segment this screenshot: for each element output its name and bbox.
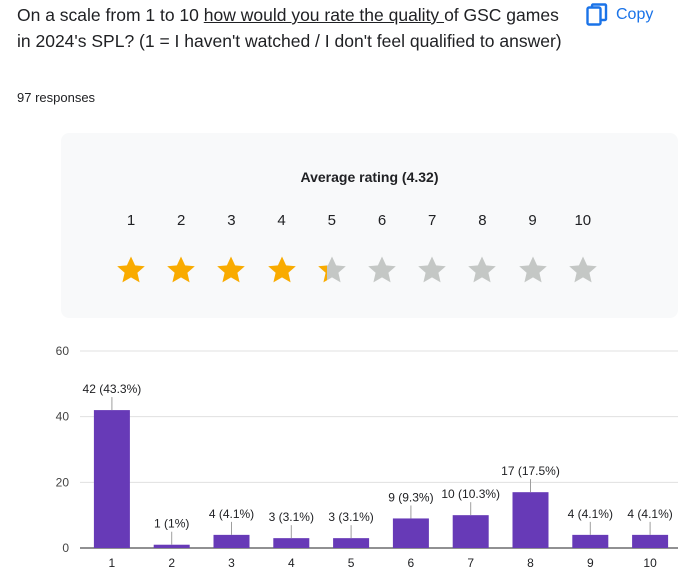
copy-button-label: Copy [616,6,654,23]
rating-scale-label-2: 2 [177,212,186,229]
rating-scale-label-3: 3 [227,212,236,229]
rating-scale-label-9: 9 [528,212,537,229]
data-label: 10 (10.3%) [441,487,500,501]
rating-scale-label-10: 10 [574,212,592,229]
y-tick-label: 0 [62,541,69,555]
star-icon [468,256,497,283]
average-rating-card: Average rating (4.32) 1 2 3 4 5 6 7 8 9 10 [61,133,678,318]
star-icon [167,256,195,283]
x-tick-label: 7 [467,556,474,570]
x-tick-label: 10 [643,556,657,570]
x-tick-label: 9 [587,556,594,570]
bar [572,534,609,548]
x-tick-label: 5 [348,556,355,570]
question-text-end: of GSC games in 2024's SPL? (1 = I haven… [17,5,562,51]
y-tick-label: 60 [56,344,70,358]
data-label: 1 (1%) [154,517,189,531]
star-icon [317,256,346,283]
rating-scale-label-8: 8 [478,212,487,229]
star-icon [267,256,296,283]
x-tick-label: 2 [168,556,175,570]
data-label: 17 (17.5%) [501,464,560,478]
data-label: 4 (4.1%) [627,507,672,521]
data-label: 9 (9.3%) [388,490,433,504]
x-tick-label: 8 [527,556,534,570]
star-icon [518,256,547,283]
y-tick-label: 20 [56,475,70,489]
rating-scale-label-6: 6 [377,212,387,229]
bar [632,534,669,548]
data-label: 3 (3.1%) [328,510,373,524]
rating-scale-label-1: 1 [126,212,136,229]
bar [333,538,370,548]
copy-icon [586,3,608,27]
bar [213,534,250,548]
x-tick-label: 4 [288,556,295,570]
y-tick-label: 40 [56,410,70,424]
copy-button[interactable]: Copy [586,0,653,30]
bar [93,410,130,548]
rating-scale-label-5: 5 [327,212,336,229]
x-tick-label: 6 [408,556,415,570]
data-label: 4 (4.1%) [209,507,254,521]
star-icon [368,256,396,283]
data-label: 3 (3.1%) [269,510,314,524]
bar [153,544,190,548]
star-icon [568,256,597,283]
bar [392,518,429,548]
question-text-start: On a scale from 1 to 10 [17,5,204,25]
x-tick-label: 1 [109,556,116,570]
star-icon [418,256,446,283]
rating-scale-label-4: 4 [277,212,286,229]
star-icon [117,256,145,283]
bar [452,515,489,548]
bar [273,538,310,548]
responses-count: 97 responses [17,90,96,105]
bar [512,492,549,548]
star-icon [217,256,246,283]
x-tick-label: 3 [228,556,235,570]
average-rating-title: Average rating (4.32) [300,169,439,185]
rating-scale-label-7: 7 [428,212,437,229]
data-label: 4 (4.1%) [568,507,613,521]
question-title: On a scale from 1 to 10 how would you ra… [17,2,577,54]
data-label: 42 (43.3%) [83,382,142,396]
question-text-underlined: how would you rate the quality [203,5,445,25]
